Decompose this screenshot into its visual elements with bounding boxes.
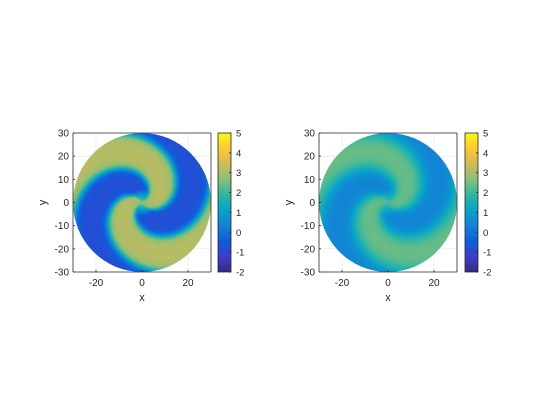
colorbar-tick-label: -2 xyxy=(236,268,244,279)
x-tick-label: 0 xyxy=(139,278,145,289)
colorbar-tick-label: 3 xyxy=(483,168,488,179)
y-tick-label: 30 xyxy=(304,129,316,140)
colorbar-tick-label: 4 xyxy=(483,148,488,159)
x-axis-label: x xyxy=(139,292,145,304)
colorbar-tick-label: -2 xyxy=(483,268,491,279)
heatmap-field xyxy=(319,133,457,272)
colorbar-tick-label: -1 xyxy=(236,248,244,259)
x-tick-label: -20 xyxy=(89,278,104,289)
y-tick-label: 0 xyxy=(63,198,69,209)
colorbar: 5 4 3 2 1 0 -1 -2 xyxy=(217,129,244,279)
y-tick-label: -20 xyxy=(301,244,316,255)
colorbar-tick-label: 5 xyxy=(483,129,488,140)
colorbar-tick-label: 2 xyxy=(236,188,241,199)
colorbar-tick-label: -1 xyxy=(483,248,491,259)
colorbar-tick-label: 0 xyxy=(483,228,488,239)
y-tick-label: 20 xyxy=(304,152,316,163)
y-tick-label: 10 xyxy=(304,175,316,186)
colorbar-tick-label: 4 xyxy=(236,148,241,159)
colorbar-gradient xyxy=(464,132,479,273)
colorbar-gradient xyxy=(217,132,232,273)
y-tick-label: -10 xyxy=(301,221,316,232)
x-tick-label: -20 xyxy=(335,278,350,289)
colorbar-tick-label: 1 xyxy=(483,208,488,219)
x-tick-label: 20 xyxy=(182,278,194,289)
x-axis-label: x xyxy=(385,292,391,304)
y-tick-label: 0 xyxy=(309,198,315,209)
y-tick-label: 20 xyxy=(58,152,70,163)
colorbar-tick-label: 2 xyxy=(483,188,488,199)
y-tick-label: -20 xyxy=(55,244,70,255)
colorbar-tick-label: 1 xyxy=(236,208,241,219)
x-tick-label: 20 xyxy=(428,278,440,289)
y-tick-label: -30 xyxy=(55,268,70,279)
y-axis-label: y xyxy=(283,199,295,205)
y-tick-label: -10 xyxy=(55,221,70,232)
colorbar-tick-label: 0 xyxy=(236,228,241,239)
y-tick-label: 10 xyxy=(58,175,70,186)
heatmap-field xyxy=(73,133,211,272)
colorbar-tick-label: 3 xyxy=(236,168,241,179)
y-axis-label: y xyxy=(37,199,49,205)
y-tick-label: 30 xyxy=(58,129,70,140)
colorbar: 5 4 3 2 1 0 -1 -2 xyxy=(464,129,491,279)
y-tick-label: -30 xyxy=(301,268,316,279)
x-tick-label: 0 xyxy=(385,278,391,289)
colorbar-tick-label: 5 xyxy=(236,129,241,140)
